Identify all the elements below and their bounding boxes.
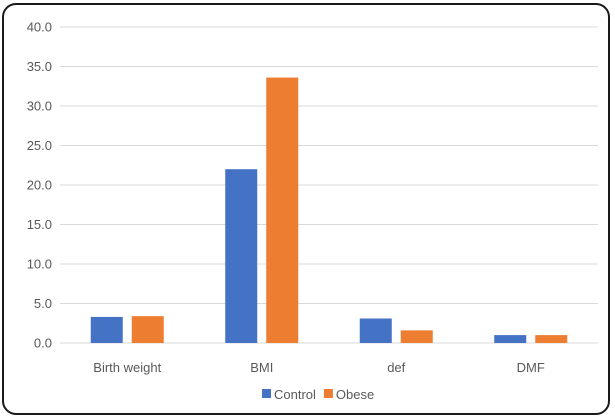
bar-obese-def bbox=[400, 330, 433, 343]
legend-swatch-control bbox=[262, 389, 271, 398]
legend-swatch-obese bbox=[323, 389, 333, 398]
bar-control-dmf bbox=[494, 335, 527, 343]
y-axis-ticks: 0.0 5.0 10.0 15.0 20.0 25.0 30.0 35.0 40.0 bbox=[27, 20, 52, 351]
gridlines bbox=[60, 26, 598, 344]
y-tick-label: 30.0 bbox=[27, 99, 52, 114]
x-tick-label: BMI bbox=[250, 360, 273, 375]
bar-obese-bmi bbox=[266, 77, 299, 343]
y-tick-label: 0.0 bbox=[34, 336, 52, 351]
y-tick-label: 35.0 bbox=[27, 59, 52, 74]
legend: Control Obese bbox=[262, 387, 374, 402]
chart-frame bbox=[2, 3, 610, 415]
y-tick-label: 5.0 bbox=[34, 296, 52, 311]
bar-obese-dmf bbox=[535, 335, 568, 343]
bar-control-def bbox=[359, 318, 392, 343]
y-tick-label: 40.0 bbox=[27, 20, 52, 35]
bar-control-birth-weight bbox=[90, 316, 123, 343]
bar-control-bmi bbox=[225, 169, 258, 343]
y-tick-label: 10.0 bbox=[27, 257, 52, 272]
bars bbox=[90, 77, 568, 343]
x-tick-label: Birth weight bbox=[93, 360, 161, 375]
legend-label-control: Control bbox=[274, 387, 316, 402]
x-tick-label: def bbox=[387, 360, 405, 375]
x-tick-label: DMF bbox=[517, 360, 545, 375]
y-tick-label: 20.0 bbox=[27, 178, 52, 193]
y-tick-label: 15.0 bbox=[27, 217, 52, 232]
x-axis-ticks: Birth weight BMI def DMF bbox=[93, 360, 545, 375]
bar-obese-birth-weight bbox=[131, 316, 164, 343]
legend-label-obese: Obese bbox=[336, 387, 374, 402]
y-tick-label: 25.0 bbox=[27, 138, 52, 153]
